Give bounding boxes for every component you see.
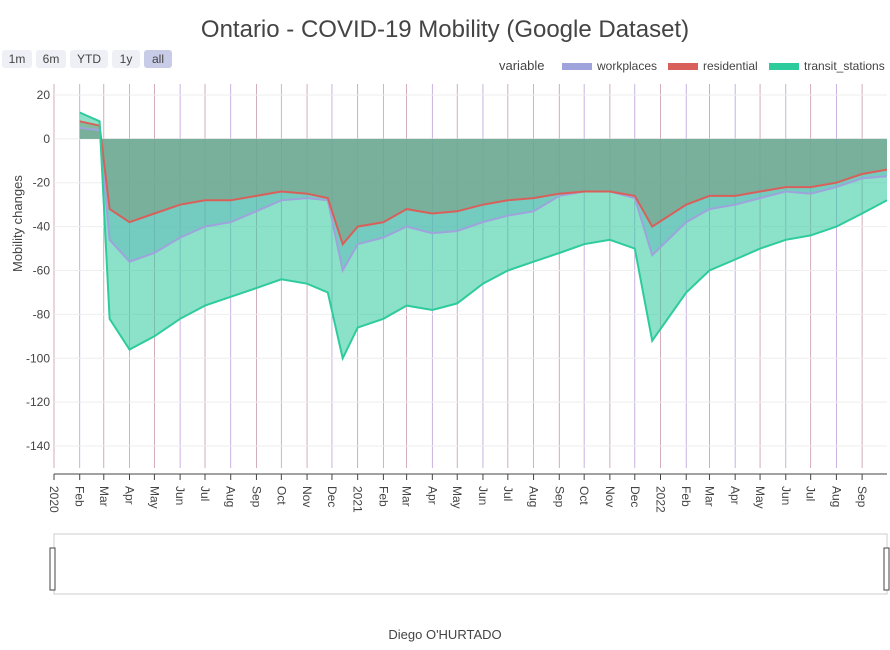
legend-label: residential bbox=[703, 59, 758, 73]
series-area-transit-stations bbox=[79, 112, 887, 359]
x-tick-label: Apr bbox=[728, 486, 742, 505]
legend-title: variable bbox=[499, 58, 545, 73]
range-button-1y[interactable]: 1y bbox=[112, 50, 140, 68]
range-button-all[interactable]: all bbox=[144, 50, 172, 68]
x-tick-label: Jun bbox=[476, 486, 490, 505]
legend-label: transit_stations bbox=[804, 59, 885, 73]
x-tick-label: Mar bbox=[97, 486, 111, 507]
x-tick-label: Feb bbox=[679, 486, 693, 507]
series-layer bbox=[79, 111, 887, 362]
range-button-6m[interactable]: 6m bbox=[36, 50, 66, 68]
x-tick-label: Feb bbox=[73, 486, 87, 507]
x-tick-label: Mar bbox=[702, 486, 716, 507]
x-tick-label: Nov bbox=[300, 486, 314, 507]
x-tick-label: Jun bbox=[173, 486, 187, 505]
x-tick-label: Dec bbox=[325, 486, 339, 507]
axis-layer: 20 0 -20 -40 -60 -80 -100 -120 -140 2020 Feb Mar Apr… bbox=[26, 88, 887, 513]
x-tick-label: Jul bbox=[501, 486, 515, 501]
x-tick-label: Feb bbox=[376, 486, 390, 507]
legend-swatch bbox=[769, 62, 799, 70]
x-tick-label: May bbox=[147, 486, 161, 509]
x-tick-label: Jul bbox=[198, 486, 212, 501]
x-tick-label: May bbox=[450, 486, 464, 509]
legend-swatch bbox=[668, 62, 698, 70]
y-tick-label: -20 bbox=[33, 176, 51, 190]
y-tick-label: 20 bbox=[37, 88, 51, 102]
x-tick-label: Sep bbox=[249, 486, 263, 508]
x-tick-label: Nov bbox=[603, 486, 617, 507]
x-tick-label: Sep bbox=[552, 486, 566, 508]
y-tick-label: 0 bbox=[43, 132, 50, 146]
legend-label: workplaces bbox=[597, 59, 658, 73]
series-line-transit-stations bbox=[79, 111, 887, 362]
legend-swatch bbox=[562, 62, 592, 70]
y-tick-label: -100 bbox=[26, 351, 50, 365]
x-tick-label: Apr bbox=[425, 486, 439, 505]
range-button-1m[interactable]: 1m bbox=[2, 50, 32, 68]
x-tick-label: Apr bbox=[123, 486, 137, 505]
range-slider[interactable] bbox=[49, 533, 890, 595]
x-tick-label: 2021 bbox=[351, 486, 365, 513]
chart-title: Ontario - COVID-19 Mobility (Google Data… bbox=[200, 16, 690, 43]
x-tick-label: Aug bbox=[527, 486, 541, 507]
series-line-residential bbox=[79, 120, 887, 247]
y-tick-label: -60 bbox=[33, 264, 51, 278]
range-slider-bg bbox=[53, 533, 888, 595]
y-tick-label: -40 bbox=[33, 220, 51, 234]
series-line-workplaces bbox=[79, 126, 887, 274]
x-tick-label: Jul bbox=[804, 486, 818, 501]
x-tick-label: Dec bbox=[628, 486, 642, 507]
y-tick-label: -120 bbox=[26, 395, 50, 409]
y-axis-label: Mobility changes bbox=[10, 175, 25, 272]
legend-item-workplaces[interactable]: workplaces bbox=[562, 58, 657, 74]
x-tick-label: 2020 bbox=[47, 486, 61, 513]
range-button-ytd[interactable]: YTD bbox=[70, 50, 108, 68]
credit-label: Diego O'HURTADO bbox=[388, 627, 502, 642]
x-tick-label: Sep bbox=[855, 486, 869, 508]
x-tick-label: Oct bbox=[577, 486, 591, 505]
x-tick-label: Mar bbox=[400, 486, 414, 507]
y-tick-label: -140 bbox=[26, 439, 50, 453]
range-handle-left[interactable] bbox=[49, 547, 56, 591]
legend-item-residential[interactable]: residential bbox=[668, 58, 758, 74]
x-tick-label: 2022 bbox=[653, 486, 667, 513]
x-tick-label: Aug bbox=[829, 486, 843, 507]
y-tick-label: -80 bbox=[33, 307, 51, 321]
x-tick-label: Aug bbox=[224, 486, 238, 507]
x-tick-label: May bbox=[753, 486, 767, 509]
range-handle-right[interactable] bbox=[883, 547, 890, 591]
x-tick-label: Oct bbox=[274, 486, 288, 505]
legend-item-transit-stations[interactable]: transit_stations bbox=[769, 58, 885, 74]
x-tick-label: Jun bbox=[779, 486, 793, 505]
